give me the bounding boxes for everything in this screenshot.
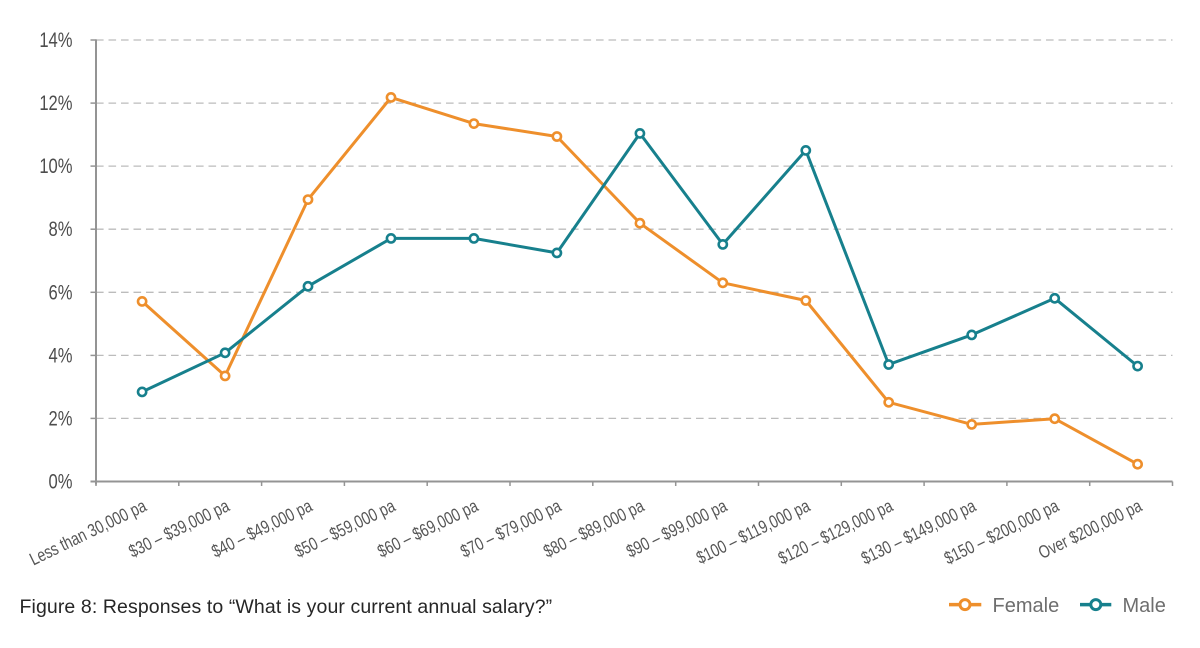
svg-text:Figure 8: Responses to “What i: Figure 8: Responses to “What is your cur… bbox=[20, 596, 553, 618]
svg-text:Male: Male bbox=[1123, 595, 1166, 617]
svg-text:10%: 10% bbox=[39, 155, 72, 178]
svg-text:6%: 6% bbox=[49, 282, 73, 305]
svg-text:2%: 2% bbox=[49, 408, 73, 431]
svg-text:0%: 0% bbox=[49, 471, 73, 494]
svg-text:8%: 8% bbox=[49, 218, 73, 241]
svg-text:4%: 4% bbox=[49, 345, 73, 368]
svg-text:12%: 12% bbox=[39, 92, 72, 115]
svg-text:14%: 14% bbox=[39, 29, 72, 52]
svg-text:Female: Female bbox=[993, 595, 1060, 617]
